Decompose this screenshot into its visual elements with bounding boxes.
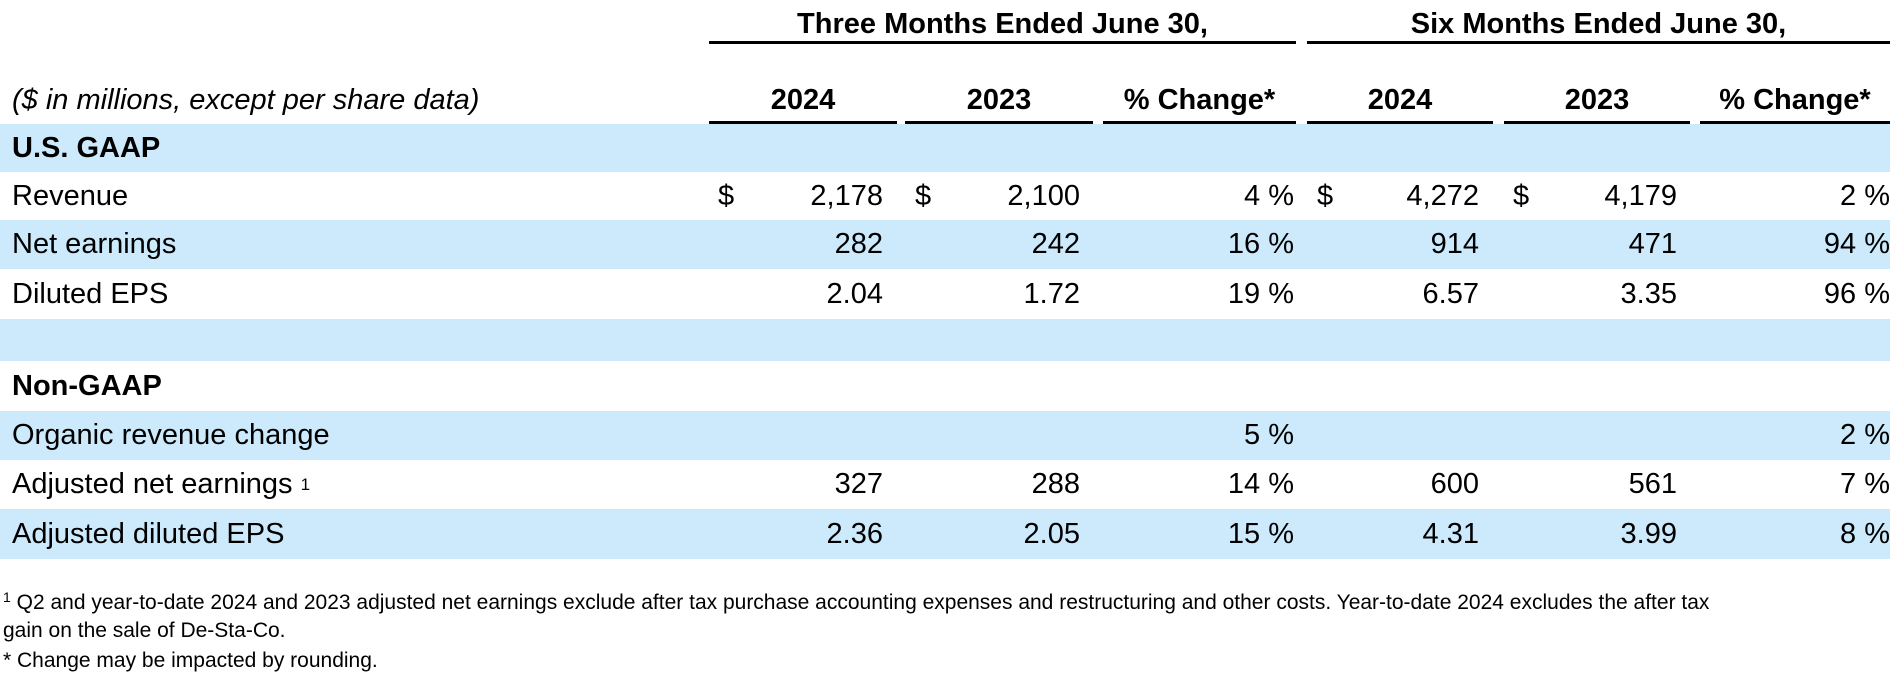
cell-value: 1.72 [1023, 277, 1080, 310]
row-label: Adjusted diluted EPS [12, 517, 285, 550]
column-rule [1700, 121, 1890, 124]
column-header: % Change* [1719, 83, 1871, 116]
cell-value: 600 [1430, 468, 1479, 500]
footnote-text: Q2 and year-to-date 2024 and 2023 adjust… [16, 591, 1710, 614]
group-rule [1307, 41, 1890, 44]
section-label: U.S. GAAP [12, 131, 161, 164]
cell-value: 96 % [1823, 277, 1890, 310]
cell-value: 94 % [1823, 228, 1890, 260]
row-label: Revenue [12, 179, 129, 212]
column-rule [1307, 121, 1493, 124]
row-band [0, 319, 1890, 361]
footnote-marker: 1 [3, 589, 11, 605]
column-header: 2024 [770, 83, 836, 116]
cell-value: 19 % [1227, 277, 1294, 310]
row-band [0, 124, 1890, 172]
footnote-text: * Change may be impacted by rounding. [3, 649, 378, 672]
note-marker: 1 [300, 474, 311, 494]
cell-value: 2.04 [826, 277, 883, 310]
cell-value: 4,272 [1406, 179, 1479, 212]
cell-value: 2.05 [1023, 517, 1080, 550]
cell-value: 4,179 [1604, 179, 1677, 212]
cell-value: 4 % [1244, 179, 1294, 212]
cell-value: 561 [1628, 468, 1677, 500]
currency-sign: $ [1513, 179, 1530, 212]
cell-value: 3.99 [1620, 517, 1677, 550]
column-rule [1504, 121, 1690, 124]
column-header: 2023 [1564, 83, 1630, 116]
column-rule [905, 121, 1093, 124]
row-band [0, 509, 1890, 559]
column-rule [709, 121, 897, 124]
currency-sign: $ [718, 179, 735, 212]
currency-sign: $ [1317, 179, 1334, 212]
cell-value: 471 [1628, 228, 1677, 260]
column-header: 2024 [1367, 83, 1433, 116]
cell-value: 2 % [1840, 419, 1890, 451]
cell-value: 2.36 [826, 517, 883, 550]
cell-value: 8 % [1840, 517, 1890, 550]
cell-value: 16 % [1227, 228, 1294, 260]
footnote-text: gain on the sale of De-Sta-Co. [3, 619, 286, 642]
column-header: % Change* [1123, 83, 1276, 116]
cell-value: 7 % [1840, 468, 1890, 500]
group-header: Three Months Ended June 30, [797, 7, 1208, 40]
group-rule [709, 41, 1296, 44]
footnote: gain on the sale of De-Sta-Co. [3, 619, 286, 643]
row-label: Adjusted net earnings 1 [12, 468, 311, 500]
column-header: 2023 [966, 83, 1032, 116]
row-label: Diluted EPS [12, 277, 169, 310]
cell-value: 282 [834, 228, 883, 260]
cell-value: 5 % [1244, 419, 1294, 451]
cell-value: 242 [1031, 228, 1080, 260]
cell-value: 3.35 [1620, 277, 1677, 310]
footnote: * Change may be impacted by rounding. [3, 649, 378, 673]
currency-sign: $ [915, 179, 932, 212]
cell-value: 288 [1031, 468, 1080, 500]
cell-value: 15 % [1227, 517, 1294, 550]
section-label: Non-GAAP [12, 369, 162, 402]
cell-value: 4.31 [1422, 517, 1479, 550]
footnote: 1 Q2 and year-to-date 2024 and 2023 adju… [3, 589, 1709, 615]
group-header: Six Months Ended June 30, [1410, 7, 1787, 40]
cell-value: 14 % [1227, 468, 1294, 500]
cell-value: 2 % [1840, 179, 1890, 212]
cell-value: 6.57 [1422, 277, 1479, 310]
cell-value: 327 [834, 468, 883, 500]
row-label: Net earnings [12, 228, 177, 260]
row-label: Organic revenue change [12, 419, 330, 451]
cell-value: 2,100 [1007, 179, 1080, 212]
row-band [0, 220, 1890, 269]
cell-value: 914 [1430, 228, 1479, 260]
cell-value: 2,178 [810, 179, 883, 212]
unit-note: ($ in millions, except per share data) [12, 83, 480, 116]
column-rule [1103, 121, 1296, 124]
row-band [0, 411, 1890, 460]
